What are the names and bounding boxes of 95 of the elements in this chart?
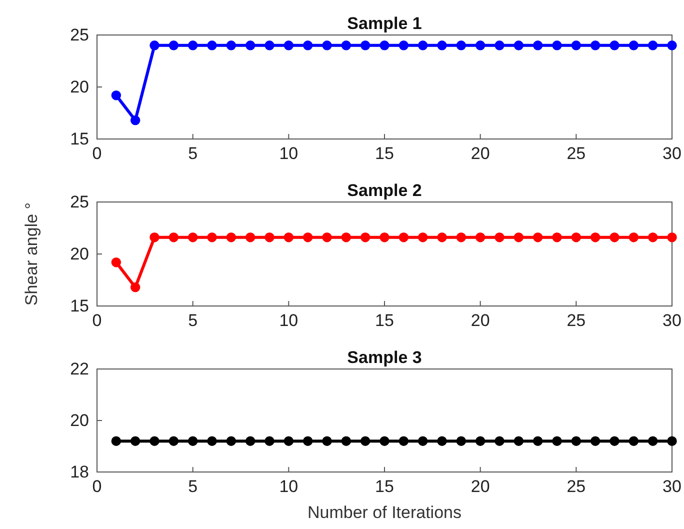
point <box>130 115 140 126</box>
x-tick-label: 25 <box>566 477 586 496</box>
point <box>302 232 313 242</box>
y-tick-label: 15 <box>70 129 89 148</box>
point <box>302 40 313 50</box>
point <box>552 232 562 242</box>
point <box>667 40 677 50</box>
point <box>418 232 428 242</box>
x-tick-label: 15 <box>375 477 394 496</box>
x-tick-label: 20 <box>470 144 490 164</box>
point <box>245 232 256 242</box>
point <box>284 40 294 50</box>
point <box>207 40 217 50</box>
point <box>322 232 332 242</box>
x-tick-label: 10 <box>279 477 298 496</box>
point <box>130 282 140 292</box>
y-tick-label: 20 <box>70 77 89 96</box>
y-tick-label: 22 <box>70 359 89 378</box>
point <box>590 40 600 50</box>
point <box>456 232 466 242</box>
point <box>322 40 332 50</box>
point <box>226 232 236 242</box>
x-axis-title: Number of Iterations <box>307 503 462 522</box>
point <box>494 40 504 50</box>
point <box>628 232 639 242</box>
point <box>648 232 658 242</box>
point <box>437 232 447 242</box>
point <box>532 232 543 242</box>
point <box>590 232 600 242</box>
point <box>514 232 524 242</box>
point <box>437 40 447 50</box>
x-tick-label: 10 <box>279 311 298 330</box>
point <box>360 40 370 50</box>
x-tick-label: 0 <box>92 144 102 164</box>
point <box>532 40 543 50</box>
x-tick-label: 25 <box>566 311 586 330</box>
point <box>648 40 658 50</box>
point <box>188 40 198 50</box>
x-tick-label: 20 <box>470 311 490 330</box>
point <box>628 40 639 50</box>
point <box>168 232 179 242</box>
x-tick-label: 30 <box>662 311 682 330</box>
point <box>380 232 390 242</box>
y-tick-label: 20 <box>70 244 89 264</box>
x-tick-label: 5 <box>188 477 198 496</box>
point <box>264 40 274 50</box>
point <box>418 40 428 50</box>
point <box>168 40 179 50</box>
point <box>111 257 122 268</box>
point <box>571 232 582 242</box>
point <box>188 232 198 242</box>
point <box>475 232 486 242</box>
point <box>111 90 122 100</box>
point <box>552 40 562 50</box>
point <box>245 40 256 50</box>
x-tick-label: 5 <box>188 144 198 164</box>
x-tick-label: 20 <box>470 477 490 496</box>
point <box>360 232 370 242</box>
point <box>341 40 352 50</box>
point <box>571 40 582 50</box>
chart-title: Sample 1 <box>347 14 422 33</box>
point <box>150 40 160 50</box>
point <box>284 232 294 242</box>
point <box>514 40 524 50</box>
point <box>341 232 352 242</box>
point <box>150 232 160 242</box>
x-tick-label: 10 <box>279 144 298 164</box>
x-tick-label: 25 <box>566 144 586 164</box>
point <box>456 40 466 50</box>
x-tick-label: 5 <box>188 311 198 330</box>
point <box>398 232 409 242</box>
y-tick-label: 18 <box>70 462 89 482</box>
y-tick-label: 20 <box>70 410 89 430</box>
y-tick-label: 25 <box>70 25 89 44</box>
point <box>226 40 236 50</box>
x-tick-label: 30 <box>662 477 682 496</box>
x-tick-label: 0 <box>92 477 102 496</box>
chart-title: Sample 3 <box>347 348 422 367</box>
y-axis-title: Shear angle ° <box>22 202 41 306</box>
point <box>610 232 620 242</box>
point <box>667 232 677 242</box>
y-tick-label: 25 <box>70 192 89 212</box>
point <box>475 40 486 50</box>
point <box>494 232 504 242</box>
x-tick-label: 30 <box>662 144 682 164</box>
point <box>398 40 409 50</box>
point <box>610 40 620 50</box>
y-tick-label: 15 <box>70 296 89 316</box>
x-tick-label: 15 <box>375 144 394 164</box>
point <box>264 232 274 242</box>
chart-title: Sample 2 <box>347 181 422 200</box>
point <box>380 40 390 50</box>
x-tick-label: 0 <box>92 311 102 330</box>
point <box>207 232 217 242</box>
x-tick-label: 15 <box>375 311 394 330</box>
